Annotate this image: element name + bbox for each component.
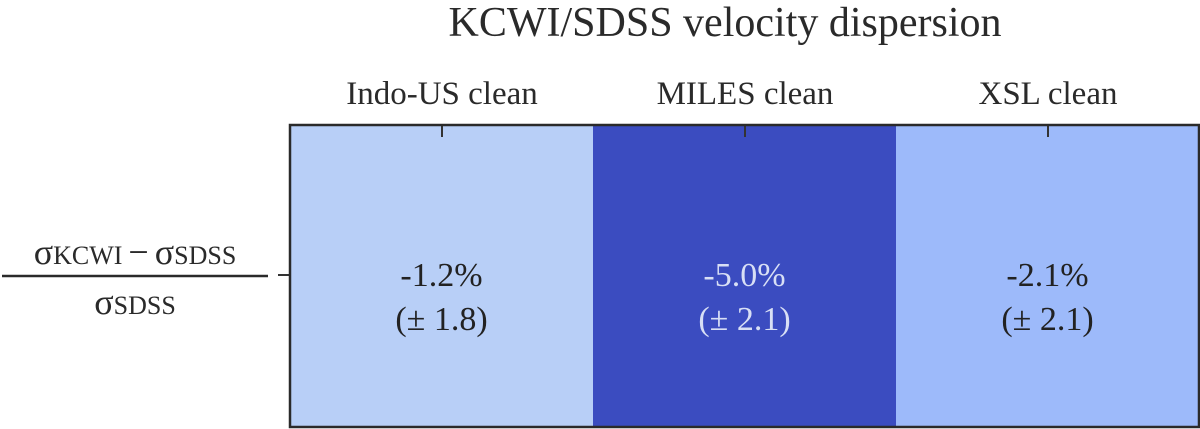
plot-frame: [288, 123, 1200, 429]
column-label-miles: MILES clean: [657, 76, 834, 112]
column-label-indo-us: Indo-US clean: [346, 76, 538, 112]
row-label-denominator: σSDSS: [94, 282, 176, 322]
cell-error-label-0: (± 1.8): [395, 301, 487, 338]
cell-value-label-0: -1.2%: [400, 257, 482, 294]
row-label-numerator: σKCWI − σSDSS: [34, 232, 237, 272]
cell-value-label-2: -2.1%: [1006, 257, 1088, 294]
cell-error-label-1: (± 2.1): [698, 301, 790, 338]
heatmap-cell-2: [896, 125, 1200, 427]
heatmap-cells: -1.2% (± 1.8) -5.0% (± 2.1) -2.1% (± 2.1): [290, 125, 1200, 427]
heatmap-cell-1: [593, 125, 897, 427]
chart-title: KCWI/SDSS velocity dispersion: [449, 0, 1002, 46]
column-label-xsl: XSL clean: [979, 76, 1118, 112]
heatmap-cell-0: [290, 125, 594, 427]
column-ticks: [441, 125, 1049, 137]
cell-value-label-1: -5.0%: [703, 257, 785, 294]
cell-error-label-2: (± 2.1): [1001, 301, 1093, 338]
row-label: σKCWI − σSDSS σSDSS: [2, 232, 268, 322]
